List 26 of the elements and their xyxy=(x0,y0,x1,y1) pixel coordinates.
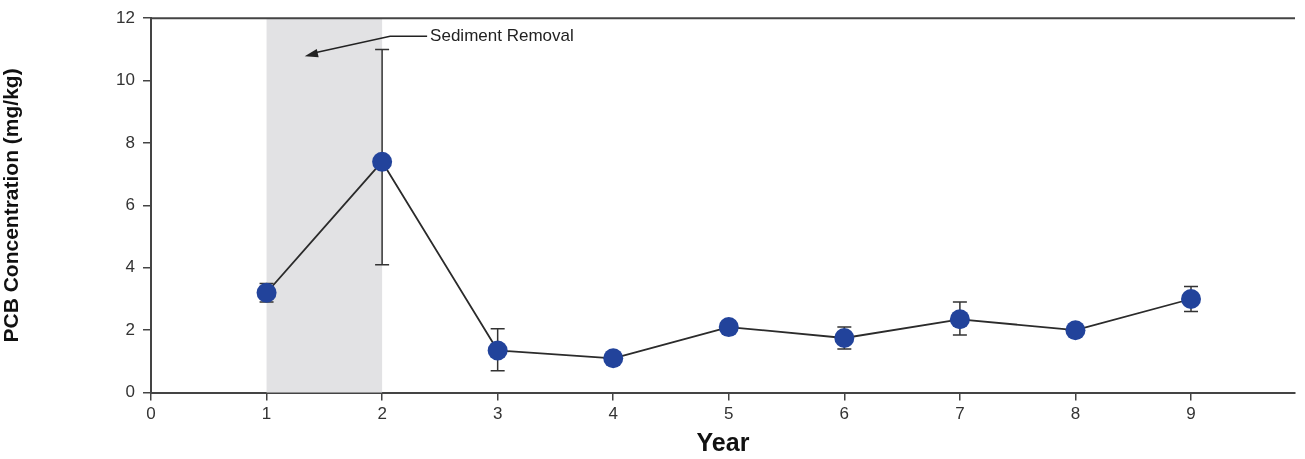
y-tick-label: 0 xyxy=(125,382,135,402)
x-tick-label: 4 xyxy=(608,404,618,424)
point xyxy=(372,151,393,172)
x-tick-label: 2 xyxy=(377,404,387,424)
band-label: Sediment Removal xyxy=(430,25,574,45)
x-tick-label: 5 xyxy=(724,404,734,424)
point xyxy=(1065,320,1086,341)
point xyxy=(487,340,508,361)
y-tick-label: 6 xyxy=(125,195,135,215)
y-tick-label: 4 xyxy=(125,257,135,277)
y-tick-label: 10 xyxy=(116,70,135,90)
x-tick-label: 6 xyxy=(839,404,850,424)
x-tick-label: 0 xyxy=(146,404,156,424)
x-tick-label: 8 xyxy=(1070,404,1081,424)
point xyxy=(949,309,970,330)
x-tick-label: 3 xyxy=(492,404,503,424)
y-axis-title: PCB Concentration (mg/kg) xyxy=(0,68,23,343)
y-tick-label: 8 xyxy=(125,132,135,152)
y-tick-label: 12 xyxy=(116,7,135,27)
point xyxy=(718,317,739,338)
point xyxy=(603,348,624,369)
y-tick-label: 2 xyxy=(125,319,135,339)
x-tick-label: 1 xyxy=(261,404,272,424)
x-axis-title: Year xyxy=(696,427,750,456)
x-tick-label: 9 xyxy=(1186,404,1196,424)
x-tick-label: 7 xyxy=(955,404,965,424)
